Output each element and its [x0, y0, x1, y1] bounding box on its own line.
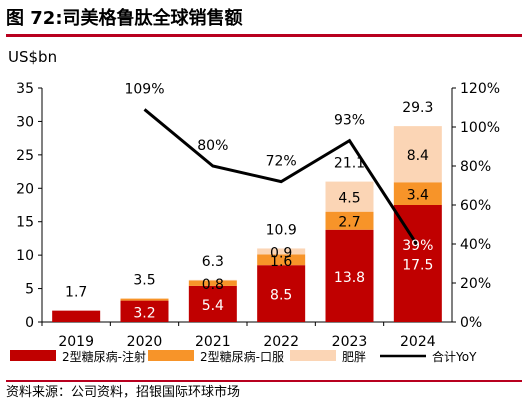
left-tick-label: 10 — [16, 248, 34, 264]
bar-segment — [393, 126, 442, 183]
legend-label: 合计YoY — [432, 349, 477, 364]
x-tick-label: 2024 — [400, 334, 436, 350]
x-tick-label: 2020 — [127, 334, 163, 350]
data-label: 8.4 — [407, 148, 429, 164]
legend-swatch — [10, 350, 56, 361]
bar-segment — [325, 211, 374, 230]
bar-segment — [120, 298, 169, 301]
left-tick-label: 30 — [16, 114, 34, 130]
yoy-line — [143, 108, 420, 247]
yoy-label: 39% — [402, 238, 433, 254]
bar-segment — [393, 205, 442, 322]
bar-segment — [257, 265, 306, 322]
right-tick-label: 120% — [460, 81, 500, 97]
data-label: 1.6 — [270, 254, 292, 270]
right-tick-label: 100% — [460, 120, 500, 136]
yoy-label: 80% — [197, 138, 228, 154]
total-label: 10.9 — [266, 222, 297, 238]
bar-segment — [52, 310, 101, 322]
right-tick-label: 0% — [460, 315, 482, 331]
legend-label: 肥胖 — [342, 350, 366, 364]
right-tick-label: 60% — [460, 198, 491, 214]
data-label: 8.5 — [270, 288, 292, 304]
x-tick-label: 2022 — [263, 334, 299, 350]
data-label: 0.9 — [270, 245, 292, 261]
right-tick-label: 20% — [460, 276, 491, 292]
figure-title: 图 72:司美格鲁肽全球销售额 — [6, 4, 522, 37]
legend-label: 2型糖尿病-口服 — [200, 349, 284, 364]
yoy-label: 109% — [124, 81, 164, 97]
total-label: 29.3 — [402, 100, 433, 116]
bar-segment — [188, 279, 237, 281]
legend-label: 2型糖尿病-注射 — [62, 349, 146, 364]
total-label: 21.1 — [334, 156, 365, 172]
data-label: 3.4 — [407, 188, 429, 204]
data-label: 17.5 — [402, 258, 433, 274]
data-label: 0.8 — [202, 277, 224, 293]
total-label: 6.3 — [202, 254, 224, 270]
legend-swatch — [290, 350, 336, 361]
legend-swatch — [148, 350, 194, 361]
bar-segment — [257, 254, 306, 266]
data-label: 2.7 — [338, 215, 360, 231]
bar-segment — [120, 300, 169, 322]
bar-segment — [257, 248, 306, 255]
right-tick-label: 40% — [460, 237, 491, 253]
y-axis-label: US$bn — [8, 48, 57, 66]
bar-segment — [325, 229, 374, 322]
bar-segment — [188, 280, 237, 286]
source-note: 资料来源：公司资料，招银国际环球市场 — [6, 380, 522, 404]
left-tick-label: 35 — [16, 81, 34, 97]
data-label: 4.5 — [338, 191, 360, 207]
left-tick-label: 15 — [16, 215, 34, 231]
x-tick-label: 2019 — [58, 334, 94, 350]
data-label: 13.8 — [334, 270, 365, 286]
yoy-label: 72% — [266, 154, 297, 170]
x-tick-label: 2021 — [195, 334, 231, 350]
bar-segment — [188, 285, 237, 322]
left-tick-label: 5 — [25, 282, 34, 298]
left-tick-label: 20 — [16, 181, 34, 197]
data-label: 3.2 — [133, 305, 155, 321]
right-tick-label: 80% — [460, 159, 491, 175]
left-tick-label: 0 — [25, 315, 34, 331]
bar-segment — [325, 181, 374, 212]
x-tick-label: 2023 — [332, 334, 368, 350]
bar-segment — [393, 182, 442, 205]
data-label: 5.4 — [202, 298, 224, 314]
yoy-label: 93% — [334, 113, 365, 129]
left-tick-label: 25 — [16, 148, 34, 164]
total-label: 3.5 — [133, 273, 155, 289]
total-label: 1.7 — [65, 285, 87, 301]
